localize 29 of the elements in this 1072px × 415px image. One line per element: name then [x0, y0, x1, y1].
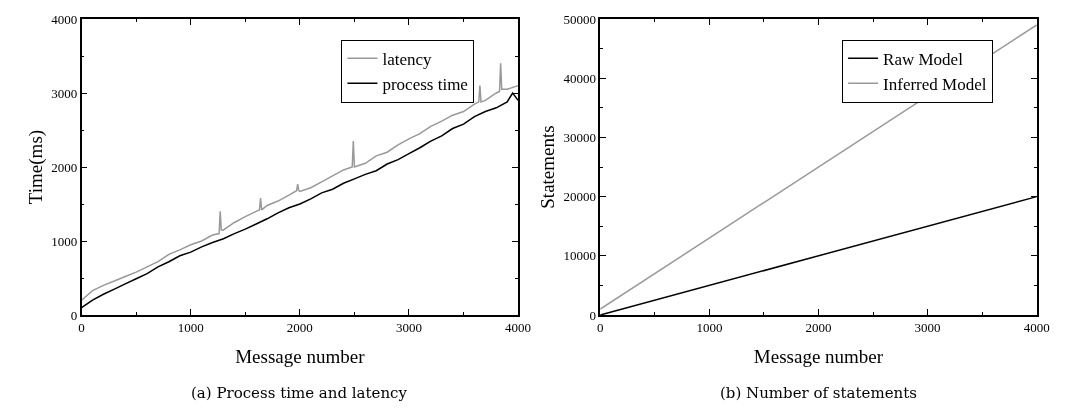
- legend-label: latency: [382, 49, 433, 69]
- y-tick-label: 10000: [563, 248, 596, 264]
- y-tick-label: 4000: [51, 11, 78, 27]
- y-tick-label: 0: [70, 307, 78, 323]
- y-tick-label: 1000: [51, 233, 78, 249]
- y-tick-label: 30000: [563, 129, 596, 145]
- text: (b) Number of statements: [720, 384, 917, 402]
- x-axis-title: Message number: [235, 345, 366, 367]
- legend-label: process time: [382, 75, 468, 94]
- y-tick-label: 20000: [563, 189, 596, 205]
- y-tick-label: 0: [589, 307, 596, 323]
- x-tick-label: 4000: [505, 320, 532, 336]
- text: (a) Process time and latency: [191, 384, 408, 402]
- x-tick-label: 1000: [696, 320, 723, 336]
- x-axis-title: Message number: [753, 345, 884, 367]
- y-axis-title: Statements: [536, 125, 558, 209]
- y-tick-label: 2000: [51, 159, 78, 175]
- y-tick-label: 40000: [563, 70, 596, 86]
- y-tick-label: 50000: [563, 11, 596, 27]
- x-tick-label: 2000: [805, 320, 832, 336]
- x-tick-label: 3000: [395, 320, 422, 336]
- legend-label: Raw Model: [883, 49, 964, 69]
- y-axis-title: Time(ms): [24, 129, 47, 205]
- x-tick-label: 1000: [177, 320, 204, 336]
- x-tick-label: 4000: [1023, 320, 1050, 336]
- y-tick-label: 3000: [51, 85, 78, 101]
- x-tick-label: 2000: [286, 320, 313, 336]
- x-tick-label: 3000: [914, 320, 941, 336]
- legend-label: Inferred Model: [883, 75, 987, 94]
